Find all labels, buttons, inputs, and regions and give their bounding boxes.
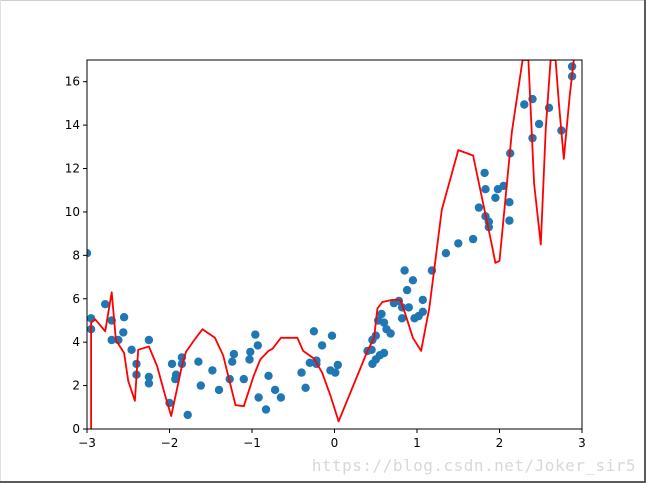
scatter-point <box>505 216 514 225</box>
scatter-point <box>474 203 484 212</box>
scatter-point <box>229 349 239 359</box>
scatter-point <box>246 347 255 357</box>
scatter-point <box>144 372 154 382</box>
scatter-point <box>119 328 128 337</box>
y-tick-label: 12 <box>65 162 80 176</box>
scatter-point <box>454 239 463 248</box>
scatter-point <box>239 374 248 384</box>
scatter-point <box>270 385 280 395</box>
y-tick-label: 14 <box>65 118 80 132</box>
y-tick-label: 2 <box>72 379 80 393</box>
x-tick-label: −3 <box>78 436 96 450</box>
scatter-point <box>534 119 544 129</box>
scatter-point <box>505 198 514 207</box>
scatter-point <box>251 330 260 339</box>
scatter-point <box>301 383 310 392</box>
scatter-point <box>107 335 116 345</box>
scatter-point <box>228 357 237 366</box>
scatter-point <box>400 266 409 275</box>
scatter-point <box>171 370 181 379</box>
scatter-point <box>101 300 110 309</box>
scatter-point <box>379 318 389 327</box>
scatter-point <box>309 327 319 336</box>
scatter-point <box>214 385 224 395</box>
x-tick-label: −1 <box>243 436 261 450</box>
y-tick-label: 10 <box>65 205 80 219</box>
x-tick-label: −2 <box>161 436 179 450</box>
x-tick-label: 2 <box>496 436 504 450</box>
y-tick-label: 8 <box>72 248 80 262</box>
scatter-point <box>377 309 386 319</box>
scatter-point <box>481 185 490 194</box>
scatter-point <box>144 379 154 388</box>
scatter-point <box>544 103 554 113</box>
y-tick-label: 0 <box>72 422 80 436</box>
scatter-point <box>297 368 306 377</box>
scatter-point <box>305 358 314 367</box>
window-left-edge <box>0 0 1 483</box>
scatter-point <box>208 366 217 375</box>
scatter-point <box>144 335 154 345</box>
scatter-point <box>408 276 418 285</box>
scatter-point <box>491 193 500 202</box>
scatter-point <box>418 307 427 316</box>
scatter-point <box>441 249 451 258</box>
y-tick-label: 16 <box>65 75 80 89</box>
scatter-point <box>264 371 273 380</box>
scatter-point <box>167 359 177 369</box>
scatter-point <box>468 234 478 244</box>
scatter-point <box>183 410 192 420</box>
scatter-point <box>397 314 407 323</box>
scatter-point <box>196 381 205 390</box>
window-right-edge <box>644 0 646 483</box>
scatter-point <box>404 303 413 312</box>
scatter-point <box>276 393 286 402</box>
scatter-point <box>253 341 262 350</box>
scatter-point <box>327 331 337 340</box>
scatter-point <box>119 313 129 322</box>
series-layer <box>87 60 577 429</box>
scatter-point <box>418 295 427 305</box>
window-top-edge <box>0 0 646 1</box>
x-tick-label: 0 <box>331 436 339 450</box>
scatter-point <box>87 249 92 258</box>
window-bottom-edge <box>0 481 646 483</box>
scatter-point <box>194 357 203 366</box>
scatter-point <box>254 393 263 402</box>
scatter-point <box>333 360 342 370</box>
scatter-point <box>379 348 389 358</box>
scatter-point <box>386 329 395 338</box>
watermark-text: https://blog.csdn.net/Joker_sir5 <box>311 456 636 475</box>
x-tick-label: 3 <box>578 436 586 450</box>
scatter-point <box>331 368 340 377</box>
scatter-point <box>245 355 254 364</box>
fit-line <box>90 60 575 429</box>
y-tick-label: 6 <box>72 292 80 306</box>
scatter-point <box>317 341 327 350</box>
scatter-point <box>402 285 412 295</box>
y-tick-label: 4 <box>72 335 80 349</box>
scatter-point <box>261 405 271 414</box>
scatter-point <box>127 345 136 354</box>
scatter-point <box>520 100 529 109</box>
x-tick-label: 1 <box>413 436 421 450</box>
scatter-point <box>480 168 489 178</box>
